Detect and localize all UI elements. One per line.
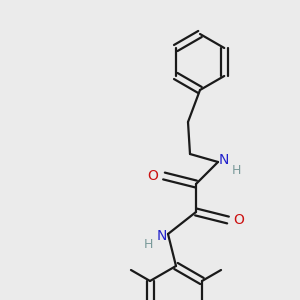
- Text: H: H: [143, 238, 153, 250]
- Text: O: O: [234, 213, 244, 227]
- Text: H: H: [231, 164, 241, 176]
- Text: O: O: [148, 169, 158, 183]
- Text: N: N: [219, 153, 229, 167]
- Text: N: N: [157, 229, 167, 243]
